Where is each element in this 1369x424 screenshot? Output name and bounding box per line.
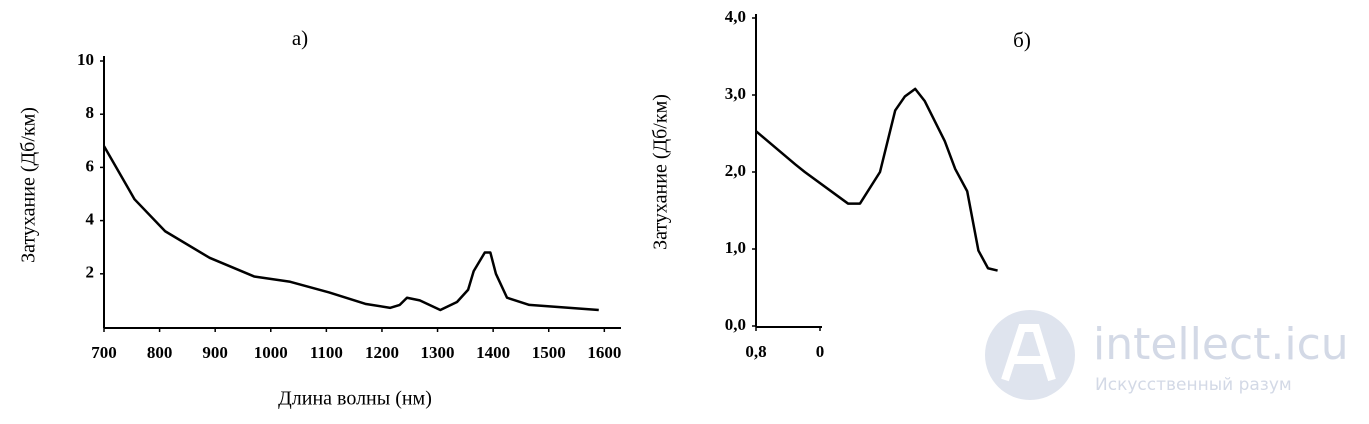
x-tick-label: 1100 [310, 343, 343, 362]
x-tick-label: 900 [202, 343, 228, 362]
data-line [102, 145, 599, 312]
x-tick-label: 1200 [365, 343, 399, 362]
y-tick-label: 10 [77, 50, 94, 69]
x-tick-label: 1400 [476, 343, 510, 362]
x-tick-label: 1500 [532, 343, 566, 362]
x-tick-label: 800 [147, 343, 173, 362]
y-tick-label: 3,0 [725, 84, 746, 103]
watermark: intellect.icu Искусственный разум [985, 310, 1349, 400]
y-tick-label: 2 [86, 263, 95, 282]
x-tick-label: 1600 [587, 343, 621, 362]
watermark-name: intellect.icu [1093, 319, 1349, 370]
logo-glyph [1001, 324, 1056, 382]
x-tick-label: 1300 [421, 343, 455, 362]
y-tick-label: 0,0 [725, 315, 746, 334]
watermark-tagline: Искусственный разум [1095, 375, 1292, 395]
y-tick-label: 6 [86, 156, 95, 175]
data-line [755, 87, 998, 272]
y-tick-label: 2,0 [725, 161, 746, 180]
x-tick-label: 700 [91, 343, 117, 362]
y-axis-label: Затухание (Дб/км) [18, 107, 40, 263]
y-tick-label: 4,0 [725, 7, 746, 26]
y-axis-label: Затухание (Дб/км) [650, 94, 672, 250]
x-axis-label: Длина волны (нм) [278, 388, 432, 410]
y-tick-label: 4 [86, 210, 95, 229]
y-tick-label: 8 [86, 103, 95, 122]
chart-title: а) [292, 26, 308, 50]
y-tick-label: 1,0 [725, 238, 746, 257]
x-tick-label: 1000 [254, 343, 288, 362]
x-tick-label: 0 [816, 342, 825, 361]
chart-title: б) [1013, 28, 1031, 52]
x-tick-label: 0,8 [745, 342, 766, 361]
logo [985, 310, 1075, 400]
